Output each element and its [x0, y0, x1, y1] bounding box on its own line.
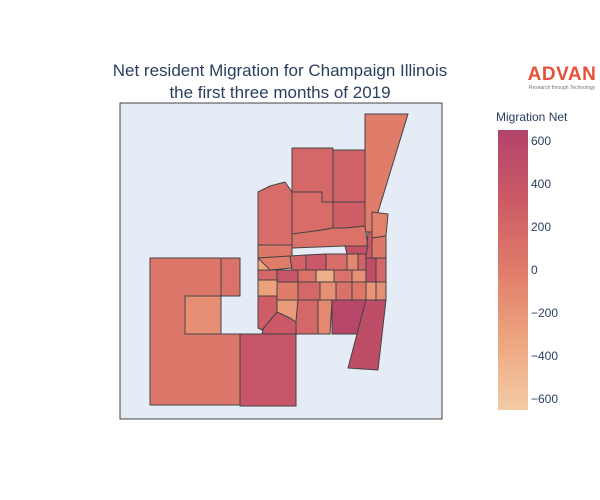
map-region[interactable] [257, 181, 293, 246]
map-region[interactable] [351, 269, 367, 283]
map-region[interactable] [319, 281, 337, 301]
map-region[interactable] [239, 333, 297, 407]
map-region[interactable] [332, 201, 366, 229]
map-region[interactable] [344, 245, 369, 255]
map-region[interactable] [295, 299, 319, 335]
map-region[interactable] [276, 269, 299, 283]
map-region[interactable] [375, 257, 387, 283]
map-region[interactable] [291, 225, 369, 249]
colorbar-tick-label: 200 [531, 220, 551, 234]
map-region[interactable] [346, 253, 359, 271]
map-region[interactable] [184, 295, 222, 335]
map-region[interactable] [371, 235, 387, 259]
map-region[interactable] [276, 299, 299, 323]
map-region[interactable] [297, 269, 317, 283]
map-region[interactable] [335, 281, 353, 301]
colorbar-tick-label: 600 [531, 134, 551, 148]
map-regions [149, 113, 409, 407]
map-region[interactable] [365, 257, 377, 283]
map-region[interactable] [220, 257, 241, 297]
map-region[interactable] [371, 211, 389, 239]
map-region[interactable] [257, 279, 278, 297]
map-region[interactable] [297, 281, 321, 301]
map-region[interactable] [325, 253, 348, 271]
map-region[interactable] [332, 149, 366, 203]
colorbar-ticks: 600 400 200 0 −200 −400 −600 [531, 134, 558, 406]
chart-title-line2: the first three months of 2019 [169, 83, 390, 102]
colorbar-tick-label: −400 [531, 349, 558, 363]
map-region[interactable] [351, 281, 367, 301]
map-region[interactable] [333, 269, 353, 283]
map-region[interactable] [375, 281, 387, 301]
map-region[interactable] [257, 257, 271, 271]
map-region[interactable] [365, 281, 377, 301]
colorbar-tick-label: 400 [531, 177, 551, 191]
map-region[interactable] [276, 281, 299, 301]
map-region[interactable] [257, 269, 278, 281]
map-region[interactable] [315, 269, 335, 283]
colorbar-title: Migration Net [496, 110, 568, 124]
map-region[interactable] [289, 254, 307, 271]
map-region[interactable] [317, 299, 333, 335]
advan-logo: ADVAN Research through Technology [528, 64, 597, 91]
logo-tagline: Research through Technology [529, 85, 596, 91]
map-region[interactable] [357, 253, 367, 271]
map-region[interactable] [257, 295, 278, 331]
colorbar-gradient [498, 130, 528, 410]
colorbar-tick-label: −600 [531, 392, 558, 406]
colorbar-tick-label: 0 [531, 263, 538, 277]
chart-title-line1: Net resident Migration for Champaign Ill… [113, 61, 448, 80]
map-region[interactable] [305, 253, 327, 271]
logo-name: ADVAN [528, 64, 597, 85]
colorbar-tick-label: −200 [531, 306, 558, 320]
